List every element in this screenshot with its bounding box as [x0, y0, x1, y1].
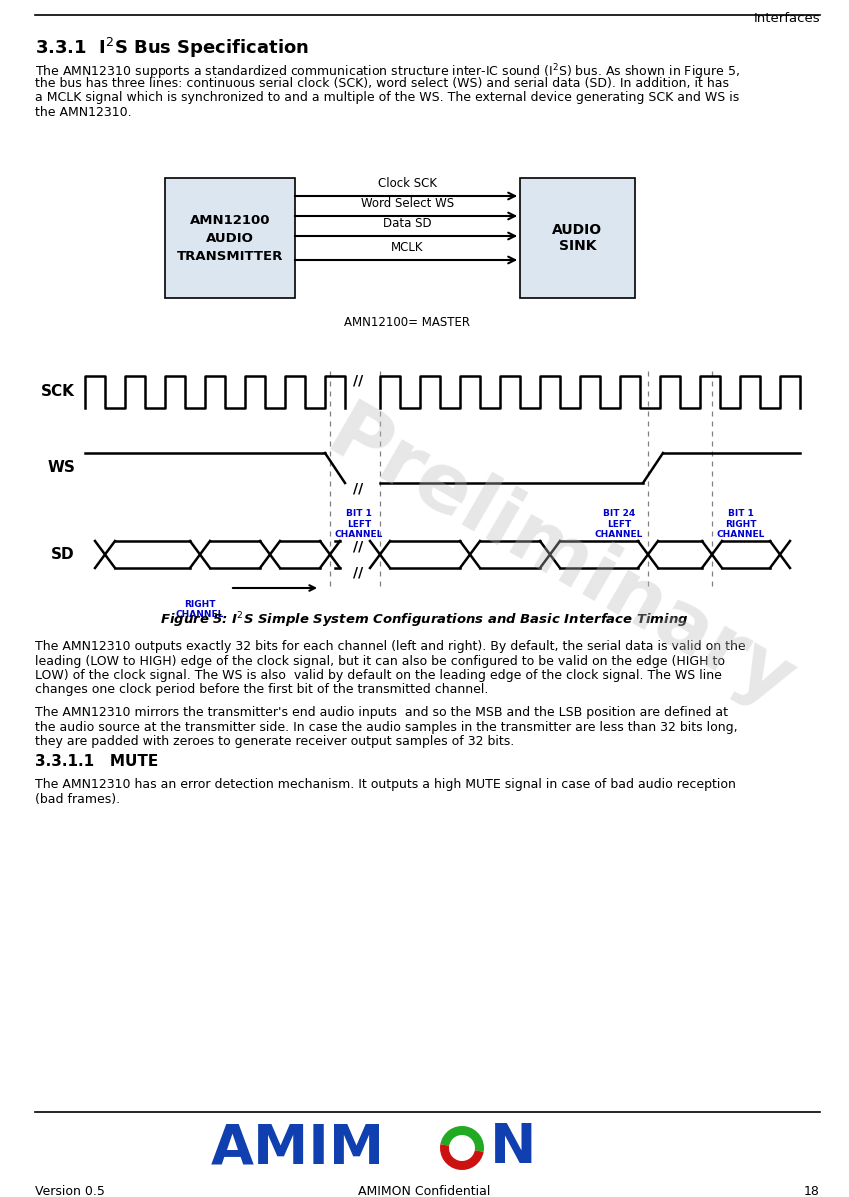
- Bar: [165, 178, 295, 298]
- Wedge shape: [441, 1126, 484, 1152]
- Text: //: //: [353, 373, 363, 388]
- Text: a MCLK signal which is synchronized to and a multiple of the WS. The external de: a MCLK signal which is synchronized to a…: [35, 91, 739, 104]
- Text: The AMN12310 has an error detection mechanism. It outputs a high MUTE signal in : The AMN12310 has an error detection mech…: [35, 778, 736, 791]
- Text: AUDIO: AUDIO: [553, 223, 603, 237]
- Text: The AMN12310 outputs exactly 32 bits for each channel (left and right). By defau: The AMN12310 outputs exactly 32 bits for…: [35, 640, 745, 654]
- Bar: [520, 178, 635, 298]
- Text: the bus has three lines: continuous serial clock (SCK), word select (WS) and ser: the bus has three lines: continuous seri…: [35, 77, 729, 90]
- Text: The AMN12310 supports a standardized communication structure inter-IC sound (I$^: The AMN12310 supports a standardized com…: [35, 62, 740, 81]
- Text: (bad frames).: (bad frames).: [35, 792, 120, 806]
- Text: //: //: [353, 539, 363, 553]
- Text: TRANSMITTER: TRANSMITTER: [177, 249, 284, 262]
- Text: AMN12100= MASTER: AMN12100= MASTER: [345, 316, 470, 329]
- Text: BIT 1
LEFT
CHANNEL: BIT 1 LEFT CHANNEL: [335, 509, 384, 539]
- Text: RIGHT
CHANNEL: RIGHT CHANNEL: [176, 600, 224, 619]
- Text: SD: SD: [52, 547, 75, 563]
- Text: AUDIO: AUDIO: [206, 231, 254, 244]
- Text: AMN12100: AMN12100: [189, 213, 270, 226]
- Text: Interfaces: Interfaces: [753, 12, 820, 25]
- Text: The AMN12310 mirrors the transmitter's end audio inputs  and so the MSB and the : The AMN12310 mirrors the transmitter's e…: [35, 706, 728, 719]
- Text: MCLK: MCLK: [391, 241, 424, 254]
- Text: WS: WS: [48, 461, 75, 475]
- Text: Figure 5: I$^2$S Simple System Configurations and Basic Interface Timing: Figure 5: I$^2$S Simple System Configura…: [160, 610, 689, 630]
- Text: SCK: SCK: [41, 384, 75, 400]
- Text: BIT 1
RIGHT
CHANNEL: BIT 1 RIGHT CHANNEL: [717, 509, 766, 539]
- Text: Data SD: Data SD: [383, 217, 432, 230]
- Text: leading (LOW to HIGH) edge of the clock signal, but it can also be configured to: leading (LOW to HIGH) edge of the clock …: [35, 655, 725, 668]
- Text: Word Select WS: Word Select WS: [361, 198, 454, 209]
- Text: 3.3.1  I$^2$S Bus Specification: 3.3.1 I$^2$S Bus Specification: [35, 36, 309, 60]
- Text: the AMN12310.: the AMN12310.: [35, 105, 132, 119]
- Wedge shape: [440, 1144, 484, 1169]
- Text: 18: 18: [804, 1185, 820, 1197]
- Text: 3.3.1.1   MUTE: 3.3.1.1 MUTE: [35, 754, 158, 768]
- Text: AMIM: AMIM: [211, 1122, 385, 1175]
- Text: Version 0.5: Version 0.5: [35, 1185, 105, 1197]
- Text: the audio source at the transmitter side. In case the audio samples in the trans: the audio source at the transmitter side…: [35, 721, 738, 734]
- Text: AMIMON Confidential: AMIMON Confidential: [357, 1185, 490, 1197]
- Text: changes one clock period before the first bit of the transmitted channel.: changes one clock period before the firs…: [35, 683, 488, 697]
- Text: //: //: [353, 566, 363, 581]
- Text: SINK: SINK: [559, 239, 596, 253]
- Text: LOW) of the clock signal. The WS is also  valid by default on the leading edge o: LOW) of the clock signal. The WS is also…: [35, 669, 722, 682]
- Text: Preliminary: Preliminary: [313, 395, 807, 725]
- Text: BIT 24
LEFT
CHANNEL: BIT 24 LEFT CHANNEL: [594, 509, 643, 539]
- Text: Clock SCK: Clock SCK: [378, 177, 437, 190]
- Text: N: N: [490, 1122, 537, 1175]
- Text: they are padded with zeroes to generate receiver output samples of 32 bits.: they are padded with zeroes to generate …: [35, 735, 514, 748]
- Text: //: //: [353, 481, 363, 496]
